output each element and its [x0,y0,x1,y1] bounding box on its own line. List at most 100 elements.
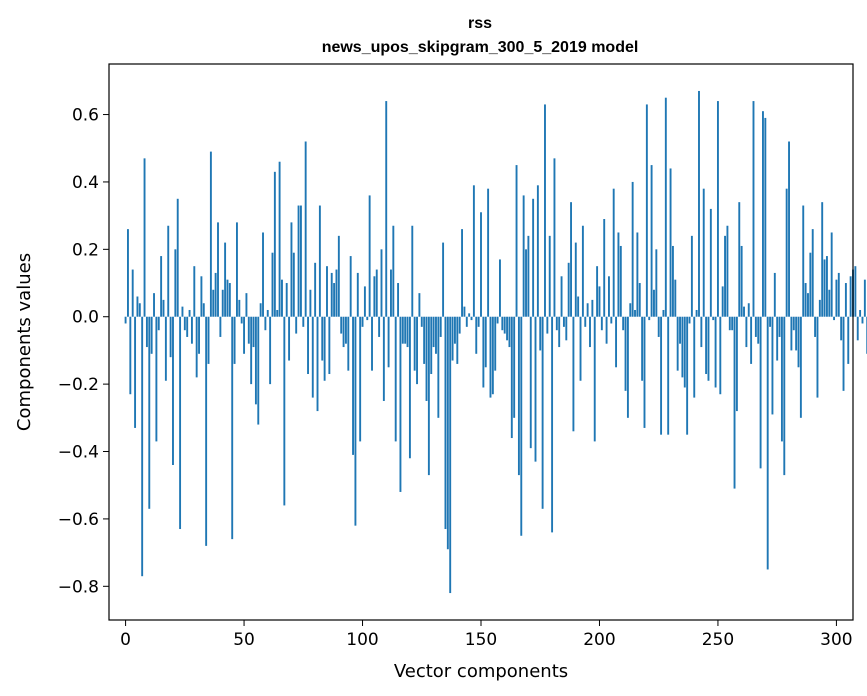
bar-79 [311,316,314,398]
bar-152 [484,316,487,368]
bar-116 [399,316,402,492]
bar-303 [842,316,845,391]
bar-312 [863,279,866,317]
bar-174 [536,185,539,317]
bar-205 [610,316,613,324]
bar-169 [525,249,527,317]
bar-85 [326,266,328,317]
bar-57 [259,303,262,317]
bar-273 [771,316,774,415]
bar-177 [544,104,546,317]
bar-244 [702,188,705,317]
bar-220 [645,104,648,317]
bar-150 [480,212,482,317]
bar-200 [598,286,601,317]
bar-184 [560,276,563,317]
bar-36 [209,151,212,317]
bar-15 [160,256,163,317]
bar-40 [219,316,222,337]
bar-258 [735,316,738,412]
bar-136 [446,316,449,550]
bar-175 [539,316,542,351]
bar-306 [849,276,852,317]
bar-194 [584,316,587,327]
bar-253 [724,235,726,317]
bar-108 [380,249,383,317]
bar-43 [226,279,229,317]
bar-190 [574,242,577,317]
bar-231 [671,245,674,317]
y-tick-label: −0.2 [58,375,99,395]
bar-232 [674,279,677,317]
bar-54 [252,316,255,348]
bar-47 [236,222,238,317]
bar-2 [129,316,132,395]
bar-102 [366,316,369,321]
bar-254 [726,225,729,317]
bar-180 [551,316,554,533]
bar-132 [437,316,440,418]
y-tick-label: −0.6 [58,510,99,530]
bar-297 [828,289,831,317]
bar-214 [631,181,634,317]
bar-48 [238,299,241,317]
y-tick-label: −0.4 [58,443,99,463]
bar-127 [425,316,428,401]
bar-75 [302,316,305,327]
bar-118 [404,316,407,344]
bar-133 [439,316,442,337]
bar-82 [318,205,321,317]
bar-53 [250,316,253,385]
bar-233 [676,316,679,371]
bar-208 [617,232,620,317]
bar-71 [292,252,295,317]
bar-122 [413,316,416,371]
bar-285 [799,316,802,418]
bar-243 [700,316,703,348]
bar-13 [155,316,158,442]
bar-287 [804,283,807,317]
bar-64 [276,309,279,317]
bar-185 [562,316,565,327]
bar-142 [461,229,463,317]
bar-276 [778,316,781,337]
bar-189 [572,316,575,432]
bar-125 [420,316,423,327]
bar-227 [662,309,665,317]
bar-255 [728,316,731,331]
x-tick-label: 50 [233,630,255,650]
bar-70 [290,222,293,317]
bar-159 [501,316,504,331]
bar-147 [472,185,475,317]
bar-12 [153,293,155,317]
bar-61 [269,316,272,385]
bar-299 [833,316,835,321]
bar-65 [278,161,281,317]
bar-179 [548,235,551,317]
bar-278 [783,316,786,476]
bar-221 [648,316,651,321]
bar-1 [127,229,129,317]
chart-title-line1: rss [468,15,492,32]
bar-246 [707,316,710,381]
bar-292 [816,316,819,398]
bar-138 [451,316,454,361]
bar-29 [193,266,196,317]
bar-187 [567,262,570,317]
bar-212 [626,316,629,418]
bar-249 [714,316,717,388]
bar-35 [207,316,210,364]
bar-17 [164,316,167,381]
bar-112 [390,269,392,317]
bar-261 [743,306,745,317]
bar-23 [179,316,182,530]
bar-148 [475,316,478,354]
bar-41 [221,289,224,317]
bar-188 [570,202,572,317]
bar-88 [333,283,336,317]
bar-203 [605,316,608,344]
bar-67 [283,316,286,506]
x-axis-label: Vector components [394,661,568,682]
bar-206 [612,188,615,317]
bar-89 [335,269,338,317]
